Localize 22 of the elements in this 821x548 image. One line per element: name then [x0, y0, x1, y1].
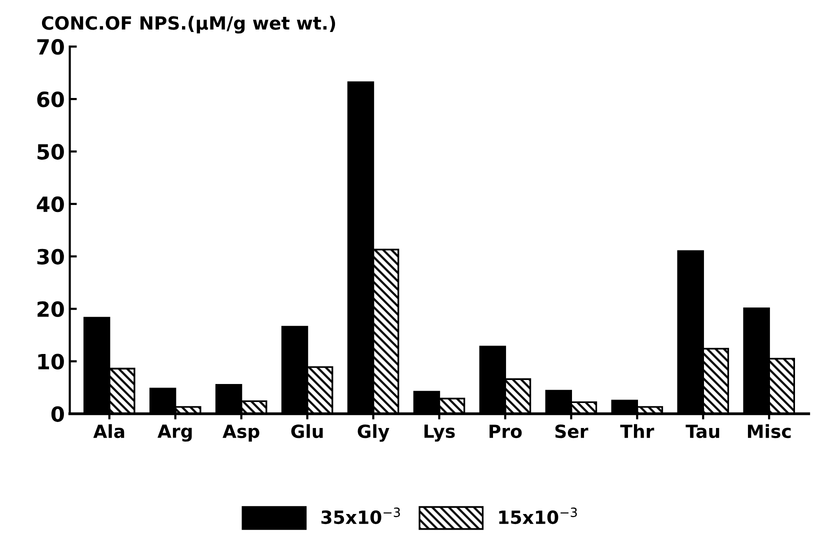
- y-tick-label: 70: [37, 39, 64, 55]
- x-tick-label: Arg: [158, 424, 192, 442]
- x-tick-label: Glu: [291, 424, 323, 438]
- chart-title: CONC.OF NPS.(µM/g wet wt.): [42, 16, 336, 34]
- y-tick-label: 0: [51, 406, 64, 422]
- y-tick-label: 60: [37, 91, 64, 108]
- x-tick-label: Asp: [222, 424, 260, 442]
- legend-label: 15x10$^{−3}$: [499, 508, 577, 524]
- x-tick-label: Lys: [424, 424, 455, 442]
- y-tick-label: 50: [38, 144, 64, 160]
- x-tick-label: Ser: [555, 424, 588, 438]
- x-tick-label: Thr: [620, 424, 654, 438]
- x-tick-label: Tau: [686, 424, 720, 438]
- x-tick-label: Gly: [358, 424, 390, 442]
- x-tick-label: Ala: [93, 424, 124, 438]
- y-tick-label: 10: [38, 354, 64, 370]
- y-tick-label: 30: [37, 248, 64, 265]
- y-tick-label: 20: [38, 301, 64, 318]
- x-tick-label: Pro: [490, 424, 522, 438]
- x-tick-label: Misc: [748, 424, 791, 438]
- y-tick-label: 40: [36, 196, 64, 212]
- legend-label: 35x10$^{−3}$: [321, 508, 400, 524]
